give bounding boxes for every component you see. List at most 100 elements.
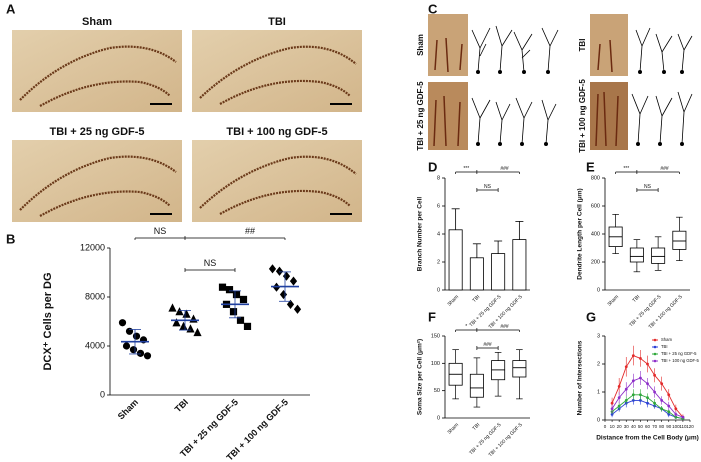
x-tick-label: 0 [604,424,607,429]
data-point [667,393,671,397]
x-tick-label: 110 [679,424,687,429]
data-point [639,376,642,380]
neuron-tracing [471,25,693,145]
x-tick-label: Sham [116,397,140,421]
annotation: NS [484,184,492,190]
bar [469,257,484,291]
data-point [232,290,241,299]
data-point [118,319,127,327]
x-tick-label: 20 [617,424,623,429]
data-point [236,316,245,324]
data-point [129,346,138,354]
image-caption: TBI + 100 ng GDF-5 [226,126,327,138]
data-point [179,321,188,330]
x-tick-label: 120 [686,424,694,429]
x-tick-label: Sham [606,294,619,307]
y-tick-label: 1 [597,389,600,395]
panel-label: D [428,159,437,174]
data-point [125,327,134,335]
x-tick-label: TBI [631,294,641,304]
y-tick-label: 200 [591,259,600,265]
data-point [674,413,678,416]
bar [512,239,527,291]
data-point [646,396,649,399]
x-axis-title: Distance from the Cell Body (μm) [596,435,699,442]
y-tick-label: 0 [597,417,600,423]
data-point [218,283,227,291]
data-point [631,393,635,397]
data-point [289,276,298,286]
y-tick-label: 4 [437,231,440,237]
annotation: ### [660,166,669,172]
annotation: ## [245,226,255,236]
annotation: ### [500,166,509,172]
y-tick-label: 600 [591,203,600,209]
box [512,360,527,378]
data-point [279,289,288,300]
x-tick-label: 10 [610,424,616,429]
data-point [653,390,656,394]
y-tick-label: 6 [437,203,440,209]
data-point [617,396,621,399]
x-tick-label: 30 [624,424,630,429]
legend-marker [653,338,657,342]
image-caption: TBI + 25 ng GDF-5 [49,126,144,138]
image-caption: TBI [268,16,286,28]
data-point [646,401,649,405]
annotation: *** [463,166,469,172]
data-point [175,307,184,316]
x-tick-label: Sham [446,294,459,307]
data-point [168,303,177,312]
data-point [667,410,671,413]
data-point [239,295,248,304]
panel-label: B [6,231,15,246]
data-point [681,415,685,419]
data-point [653,373,656,377]
data-point [631,354,635,357]
micrograph [192,140,362,222]
micrograph [12,140,182,222]
data-point [660,399,664,402]
image-caption: TBI + 25 ng GDF-5 [416,81,425,151]
x-tick-label: 90 [666,424,672,429]
scale-bar [150,103,352,215]
image-caption: TBI + 100 ng GDF-5 [578,79,587,153]
data-point [653,401,656,405]
data-point [624,399,628,402]
data-point [182,309,191,318]
data-point [624,387,628,391]
x-tick-label: 100 [672,424,680,429]
panel-label: G [586,309,596,324]
data-point [225,286,234,294]
data-point [143,352,152,360]
panel-label: F [428,309,436,324]
data-point [667,404,671,408]
data-point [610,401,614,405]
data-point [193,327,202,337]
data-point [172,318,181,327]
x-tick-label: TBI [471,422,481,432]
legend-marker [653,352,657,356]
y-tick-label: 150 [431,333,440,339]
data-point [617,385,621,388]
legend-label: TBI [661,344,668,349]
y-axis-title: DCX⁺ Cells per DG [42,272,54,370]
data-point [293,304,302,314]
y-tick-label: 50 [434,388,440,394]
annotation: NS [644,184,652,190]
micrograph [12,30,182,112]
y-tick-label: 400 [591,231,600,237]
y-tick-label: 8 [437,175,440,181]
annotation: NS [154,226,167,236]
data-point [617,404,621,408]
y-tick-label: 12000 [80,242,105,252]
x-tick-label: 80 [659,424,665,429]
data-point [674,407,678,411]
data-point [189,314,198,323]
panel-label: C [428,1,438,16]
y-axis-title: Number of Intersections [577,340,584,415]
panel-label: A [6,1,16,16]
y-axis-title: Branch Number per Cell [417,197,424,272]
x-tick-label: 60 [645,424,651,429]
y-tick-label: 0 [437,415,440,421]
